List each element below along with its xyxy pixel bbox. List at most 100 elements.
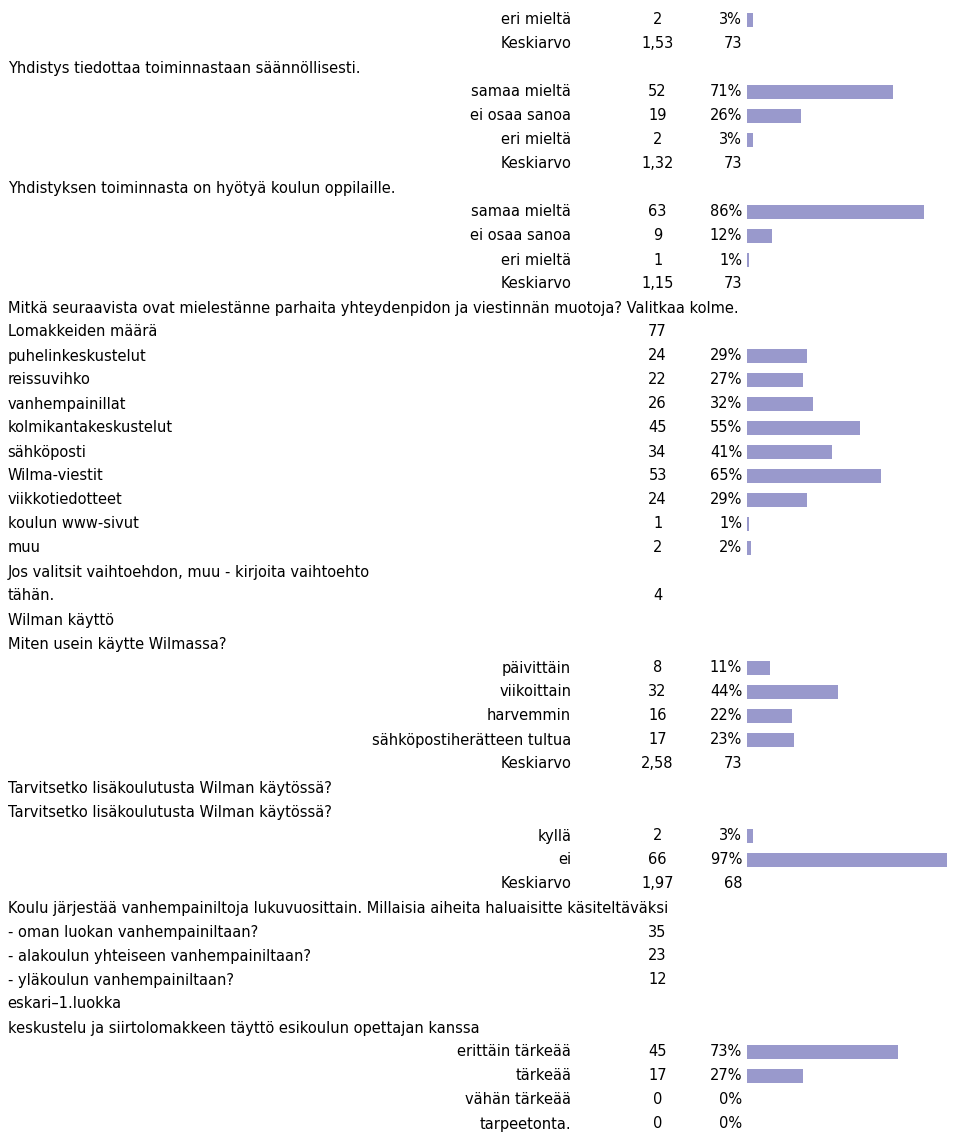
- Text: tähän.: tähän.: [8, 588, 55, 603]
- Text: Mitkä seuraavista ovat mielestänne parhaita yhteydenpidon ja viestinnän muotoja?: Mitkä seuraavista ovat mielestänne parha…: [8, 300, 738, 315]
- Text: 22%: 22%: [709, 708, 742, 724]
- Text: Jos valitsit vaihtoehdon, muu - kirjoita vaihtoehto: Jos valitsit vaihtoehdon, muu - kirjoita…: [8, 564, 370, 579]
- Text: 53: 53: [648, 468, 667, 483]
- Text: 1%: 1%: [719, 516, 742, 531]
- Text: Miten usein käytte Wilmassa?: Miten usein käytte Wilmassa?: [8, 636, 227, 651]
- Text: 0%: 0%: [719, 1117, 742, 1132]
- Text: Yhdistyksen toiminnasta on hyötyä koulun oppilaille.: Yhdistyksen toiminnasta on hyötyä koulun…: [8, 180, 396, 195]
- Text: 17: 17: [648, 1069, 667, 1084]
- Text: Keskiarvo: Keskiarvo: [500, 877, 571, 892]
- Bar: [747, 108, 801, 123]
- Text: 2,58: 2,58: [641, 756, 674, 772]
- Text: 27%: 27%: [709, 1069, 742, 1084]
- Text: 26%: 26%: [709, 108, 742, 123]
- Text: 0%: 0%: [719, 1093, 742, 1108]
- Text: 3%: 3%: [719, 828, 742, 844]
- Text: 73%: 73%: [709, 1045, 742, 1060]
- Text: 34: 34: [648, 444, 667, 459]
- Text: 32: 32: [648, 684, 667, 700]
- Bar: [747, 1045, 898, 1059]
- Text: 66: 66: [648, 852, 667, 868]
- Text: ei osaa sanoa: ei osaa sanoa: [470, 228, 571, 243]
- Text: 45: 45: [648, 420, 667, 435]
- Text: keskustelu ja siirtolomakkeen täyttö esikoulun opettajan kanssa: keskustelu ja siirtolomakkeen täyttö esi…: [8, 1021, 479, 1036]
- Bar: [747, 85, 894, 99]
- Bar: [747, 420, 860, 435]
- Text: 12: 12: [648, 973, 667, 988]
- Text: 22: 22: [648, 372, 667, 387]
- Text: 2%: 2%: [719, 540, 742, 555]
- Text: 0: 0: [653, 1117, 662, 1132]
- Bar: [747, 709, 792, 723]
- Text: Wilma-viestit: Wilma-viestit: [8, 468, 104, 483]
- Text: 63: 63: [648, 204, 667, 219]
- Bar: [747, 444, 831, 459]
- Text: 41%: 41%: [709, 444, 742, 459]
- Bar: [747, 228, 772, 243]
- Text: vanhempainillat: vanhempainillat: [8, 396, 126, 411]
- Bar: [747, 541, 751, 555]
- Text: 2: 2: [653, 132, 662, 147]
- Text: Keskiarvo: Keskiarvo: [500, 276, 571, 291]
- Text: 55%: 55%: [709, 420, 742, 435]
- Text: sähköposti: sähköposti: [8, 444, 86, 459]
- Text: 12%: 12%: [709, 228, 742, 243]
- Text: 24: 24: [648, 492, 667, 507]
- Text: 1: 1: [653, 516, 662, 531]
- Text: eri mieltä: eri mieltä: [501, 252, 571, 267]
- Text: 1%: 1%: [719, 252, 742, 267]
- Text: - oman luokan vanhempainiltaan?: - oman luokan vanhempainiltaan?: [8, 925, 258, 940]
- Text: Yhdistys tiedottaa toiminnastaan säännöllisesti.: Yhdistys tiedottaa toiminnastaan säännöl…: [8, 61, 360, 75]
- Text: 3%: 3%: [719, 132, 742, 147]
- Text: - yläkoulun vanhempainiltaan?: - yläkoulun vanhempainiltaan?: [8, 973, 233, 988]
- Text: Keskiarvo: Keskiarvo: [500, 37, 571, 51]
- Text: eri mieltä: eri mieltä: [501, 13, 571, 27]
- Text: 16: 16: [648, 708, 667, 724]
- Text: viikoittain: viikoittain: [499, 684, 571, 700]
- Text: 73: 73: [724, 37, 742, 51]
- Text: sähköpostiherätteen tultua: sähköpostiherätteen tultua: [372, 732, 571, 748]
- Bar: [747, 204, 924, 219]
- Text: muu: muu: [8, 540, 40, 555]
- Text: tarpeetonta.: tarpeetonta.: [480, 1117, 571, 1132]
- Text: 73: 73: [724, 756, 742, 772]
- Text: 44%: 44%: [709, 684, 742, 700]
- Text: 29%: 29%: [709, 348, 742, 363]
- Bar: [747, 517, 749, 531]
- Text: 1,32: 1,32: [641, 156, 674, 171]
- Text: 0: 0: [653, 1093, 662, 1108]
- Bar: [747, 372, 803, 387]
- Bar: [747, 132, 753, 147]
- Text: samaa mieltä: samaa mieltä: [471, 85, 571, 99]
- Text: kyllä: kyllä: [538, 828, 571, 844]
- Text: päivittäin: päivittäin: [502, 660, 571, 676]
- Text: 26: 26: [648, 396, 667, 411]
- Text: Keskiarvo: Keskiarvo: [500, 156, 571, 171]
- Text: 19: 19: [648, 108, 667, 123]
- Bar: [747, 13, 753, 27]
- Text: 77: 77: [648, 324, 667, 339]
- Bar: [747, 685, 838, 699]
- Text: 35: 35: [648, 925, 667, 940]
- Text: eskari–1.luokka: eskari–1.luokka: [8, 997, 122, 1012]
- Bar: [747, 469, 881, 483]
- Text: 11%: 11%: [709, 660, 742, 676]
- Text: 8: 8: [653, 660, 662, 676]
- Text: eri mieltä: eri mieltä: [501, 132, 571, 147]
- Text: 73: 73: [724, 156, 742, 171]
- Text: 24: 24: [648, 348, 667, 363]
- Text: 2: 2: [653, 828, 662, 844]
- Text: 32%: 32%: [709, 396, 742, 411]
- Text: 1,97: 1,97: [641, 877, 674, 892]
- Text: 23%: 23%: [709, 732, 742, 748]
- Bar: [747, 733, 794, 747]
- Text: 1,15: 1,15: [641, 276, 674, 291]
- Text: tärkeää: tärkeää: [516, 1069, 571, 1084]
- Text: reissuvihko: reissuvihko: [8, 372, 90, 387]
- Text: 23: 23: [648, 949, 667, 964]
- Text: viikkotiedotteet: viikkotiedotteet: [8, 492, 123, 507]
- Text: samaa mieltä: samaa mieltä: [471, 204, 571, 219]
- Text: 29%: 29%: [709, 492, 742, 507]
- Text: Tarvitsetko lisäkoulutusta Wilman käytössä?: Tarvitsetko lisäkoulutusta Wilman käytös…: [8, 804, 331, 820]
- Text: 71%: 71%: [709, 85, 742, 99]
